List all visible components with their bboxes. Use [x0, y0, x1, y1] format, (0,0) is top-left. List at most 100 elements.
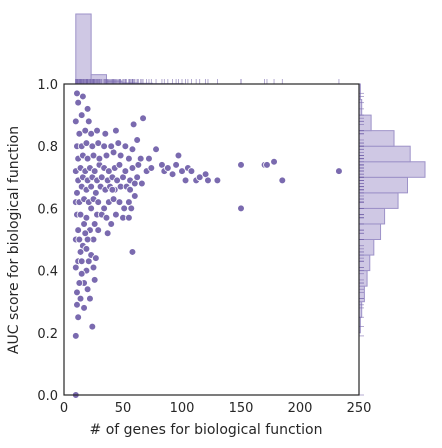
y-axis-label: AUC score for biological function — [6, 126, 22, 354]
scatter-point — [76, 280, 83, 287]
scatter-point — [214, 177, 221, 184]
scatter-point — [75, 99, 82, 106]
scatter-point — [78, 258, 85, 265]
scatter-point — [122, 168, 129, 175]
x-tick-label: 100 — [170, 401, 195, 416]
x-tick-label: 200 — [288, 401, 313, 416]
scatter-point — [175, 152, 182, 159]
axes — [64, 84, 359, 395]
scatter-point — [84, 236, 91, 243]
scatter-point — [92, 189, 99, 196]
scatter-point — [202, 171, 209, 178]
scatter-point — [74, 289, 81, 296]
scatter-point — [131, 180, 138, 187]
scatter-point — [279, 177, 286, 184]
scatter-point — [188, 168, 195, 175]
scatter-point — [74, 189, 81, 196]
scatter-point — [84, 286, 91, 293]
scatter-point — [117, 152, 124, 159]
scatter-point — [182, 177, 189, 184]
scatter-point — [153, 146, 160, 153]
scatter-point — [91, 168, 98, 175]
right-histogram-bar — [359, 255, 370, 271]
right-histogram-bar — [359, 131, 394, 147]
x-tick-label: 0 — [60, 401, 68, 416]
scatter-point — [140, 115, 147, 122]
scatter-point — [103, 214, 110, 221]
scatter-point — [75, 314, 82, 321]
scatter-point — [72, 333, 79, 340]
scatter-point — [131, 193, 138, 200]
scatter-point — [89, 323, 96, 330]
scatter-point — [77, 249, 84, 256]
scatter-point — [81, 305, 88, 312]
scatter-point — [164, 165, 171, 172]
scatter-point — [121, 205, 128, 212]
y-tick-label: 1.0 — [37, 78, 58, 93]
scatter-point — [95, 227, 102, 234]
y-tick-label: 0.2 — [37, 327, 58, 342]
scatter-point — [115, 140, 122, 147]
scatter-point — [137, 155, 144, 162]
scatter-point — [148, 165, 155, 172]
scatter-point — [127, 186, 134, 193]
scatter-point — [173, 161, 180, 168]
scatter-point — [78, 112, 85, 119]
scatter-points — [72, 90, 342, 398]
scatter-point — [96, 155, 103, 162]
scatter-point — [91, 221, 98, 228]
right-histogram — [359, 84, 425, 333]
scatter-point — [85, 118, 92, 125]
right-histogram-bar — [359, 271, 367, 287]
scatter-point — [74, 90, 81, 97]
scatter-point — [238, 161, 245, 168]
plot-frame — [64, 84, 359, 395]
y-tick-label: 0.0 — [37, 389, 58, 404]
scatter-point — [169, 171, 176, 178]
scatter-point — [74, 301, 81, 308]
scatter-point — [108, 143, 115, 150]
scatter-point — [101, 143, 108, 150]
right-histogram-bar — [359, 162, 425, 178]
y-tick-label: 0.6 — [37, 202, 58, 217]
scatter-point — [94, 127, 101, 134]
scatter-point — [122, 143, 129, 150]
x-axis-label: # of genes for biological function — [90, 422, 323, 438]
x-tick-label: 150 — [229, 401, 254, 416]
scatter-point — [90, 264, 97, 271]
scatter-point — [91, 277, 98, 284]
scatter-point — [109, 186, 116, 193]
scatter-point — [78, 270, 85, 277]
right-histogram-bar — [359, 286, 364, 302]
scatter-point — [120, 174, 127, 181]
scatter-point — [82, 230, 89, 237]
scatter-point — [81, 221, 88, 228]
top-histogram — [76, 14, 183, 84]
scatter-point — [75, 227, 82, 234]
scatter-point — [102, 130, 109, 137]
scatter-point — [128, 205, 135, 212]
right-histogram-bar — [359, 177, 407, 193]
right-histogram-bar — [359, 146, 410, 162]
scatter-point — [129, 146, 136, 153]
scatter-point — [113, 127, 120, 134]
top-histogram-bar — [76, 14, 91, 84]
scatter-point — [138, 180, 145, 187]
scatter-point — [76, 236, 83, 243]
scatter-point — [129, 249, 136, 256]
scatter-point — [110, 149, 117, 156]
right-histogram-bar — [359, 193, 398, 209]
scatter-point — [113, 211, 120, 218]
scatter-point — [88, 183, 95, 190]
scatter-point — [125, 214, 132, 221]
x-tick-label: 250 — [347, 401, 372, 416]
scatter-point — [108, 221, 115, 228]
scatter-point — [205, 177, 212, 184]
scatter-point — [101, 205, 108, 212]
scatter-point — [103, 152, 110, 159]
scatter-point — [125, 199, 132, 206]
scatter-point — [116, 199, 123, 206]
scatter-point — [104, 230, 111, 237]
